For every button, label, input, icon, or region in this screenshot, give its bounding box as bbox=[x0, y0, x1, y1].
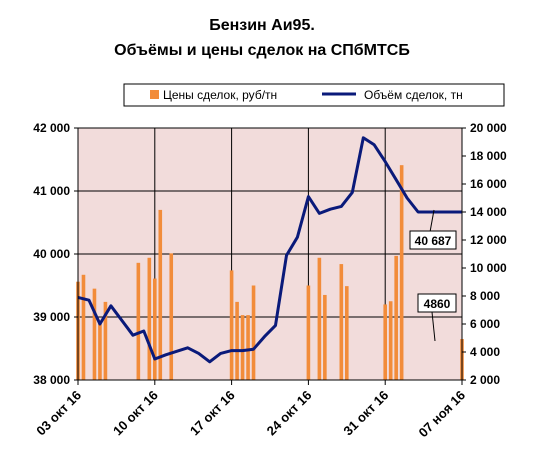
price-bar bbox=[235, 301, 239, 380]
price-bar bbox=[306, 285, 311, 380]
callout-price-box bbox=[417, 293, 457, 313]
price-bar bbox=[169, 253, 174, 380]
price-bar bbox=[339, 264, 344, 380]
legend: Цены сделок, руб/тн Объём сделок, тн bbox=[123, 83, 505, 107]
right-tick-label: 12 000 bbox=[470, 233, 507, 247]
right-tick-label: 8 000 bbox=[470, 289, 500, 303]
x-tick-label: 31 окт 16 bbox=[340, 388, 391, 439]
x-tick-label: 07 ноя 16 bbox=[416, 388, 469, 441]
price-bar bbox=[388, 301, 393, 380]
left-tick-label: 38 000 bbox=[33, 373, 70, 387]
callout-price: 4860 bbox=[417, 293, 457, 342]
legend-box bbox=[123, 83, 505, 107]
x-axis: 03 окт 16 10 окт 16 17 окт 16 24 окт 16 31 о… bbox=[33, 380, 468, 440]
x-tick-label: 03 окт 16 bbox=[33, 388, 84, 439]
right-axis: 2 000 4 000 6 000 8 000 10 000 12 000 14 000 16… bbox=[462, 121, 507, 387]
legend-swatch-prices bbox=[150, 90, 159, 99]
price-bar bbox=[317, 257, 322, 380]
legend-label-prices: Цены сделок, руб/тн bbox=[163, 88, 277, 102]
callout-price-text: 4860 bbox=[424, 297, 451, 311]
callout-volume-box bbox=[409, 230, 457, 250]
right-tick-label: 14 000 bbox=[470, 205, 507, 219]
x-tick-label: 24 окт 16 bbox=[264, 388, 315, 439]
chart-title-line-1: Бензин Аи95. bbox=[209, 17, 315, 34]
price-bar bbox=[246, 315, 250, 380]
x-tick-label: 10 окт 16 bbox=[110, 388, 161, 439]
price-bar bbox=[92, 288, 97, 380]
price-bar bbox=[394, 255, 398, 380]
callout-volume: 40 687 bbox=[409, 209, 457, 250]
price-bar bbox=[147, 257, 152, 380]
price-bar bbox=[153, 278, 157, 380]
right-tick-label: 2 000 bbox=[470, 373, 500, 387]
price-bar bbox=[345, 286, 349, 380]
left-tick-label: 42 000 bbox=[33, 121, 70, 135]
price-bar bbox=[251, 285, 256, 380]
left-axis: 38 000 39 000 40 000 41 000 42 000 bbox=[33, 121, 78, 387]
right-tick-label: 20 000 bbox=[470, 121, 507, 135]
callout-price-leader bbox=[431, 311, 436, 342]
chart-title-line-2: Объёмы и цены сделок на СПбМТСБ bbox=[114, 42, 410, 59]
price-bar bbox=[383, 304, 387, 380]
left-tick-label: 41 000 bbox=[33, 184, 70, 198]
right-tick-label: 16 000 bbox=[470, 177, 507, 191]
x-tick-label: 17 окт 16 bbox=[187, 388, 238, 439]
price-bar bbox=[98, 322, 102, 380]
legend-label-volume: Объём сделок, тн bbox=[364, 88, 463, 102]
price-bar bbox=[323, 294, 327, 380]
price-bar bbox=[240, 315, 245, 380]
price-bar bbox=[399, 165, 404, 380]
volume-line bbox=[77, 136, 462, 364]
price-bar bbox=[229, 270, 234, 380]
price-bar bbox=[136, 262, 141, 380]
price-bar bbox=[81, 274, 86, 380]
left-tick-label: 40 000 bbox=[33, 247, 70, 261]
callout-volume-leader bbox=[429, 209, 435, 233]
left-tick-label: 39 000 bbox=[33, 310, 70, 324]
right-tick-label: 10 000 bbox=[470, 261, 507, 275]
callout-volume-text: 40 687 bbox=[415, 234, 452, 248]
right-tick-label: 18 000 bbox=[470, 149, 507, 163]
right-tick-label: 6 000 bbox=[470, 317, 500, 331]
price-bar bbox=[158, 209, 163, 380]
right-tick-label: 4 000 bbox=[470, 345, 500, 359]
price-bar bbox=[103, 301, 108, 380]
